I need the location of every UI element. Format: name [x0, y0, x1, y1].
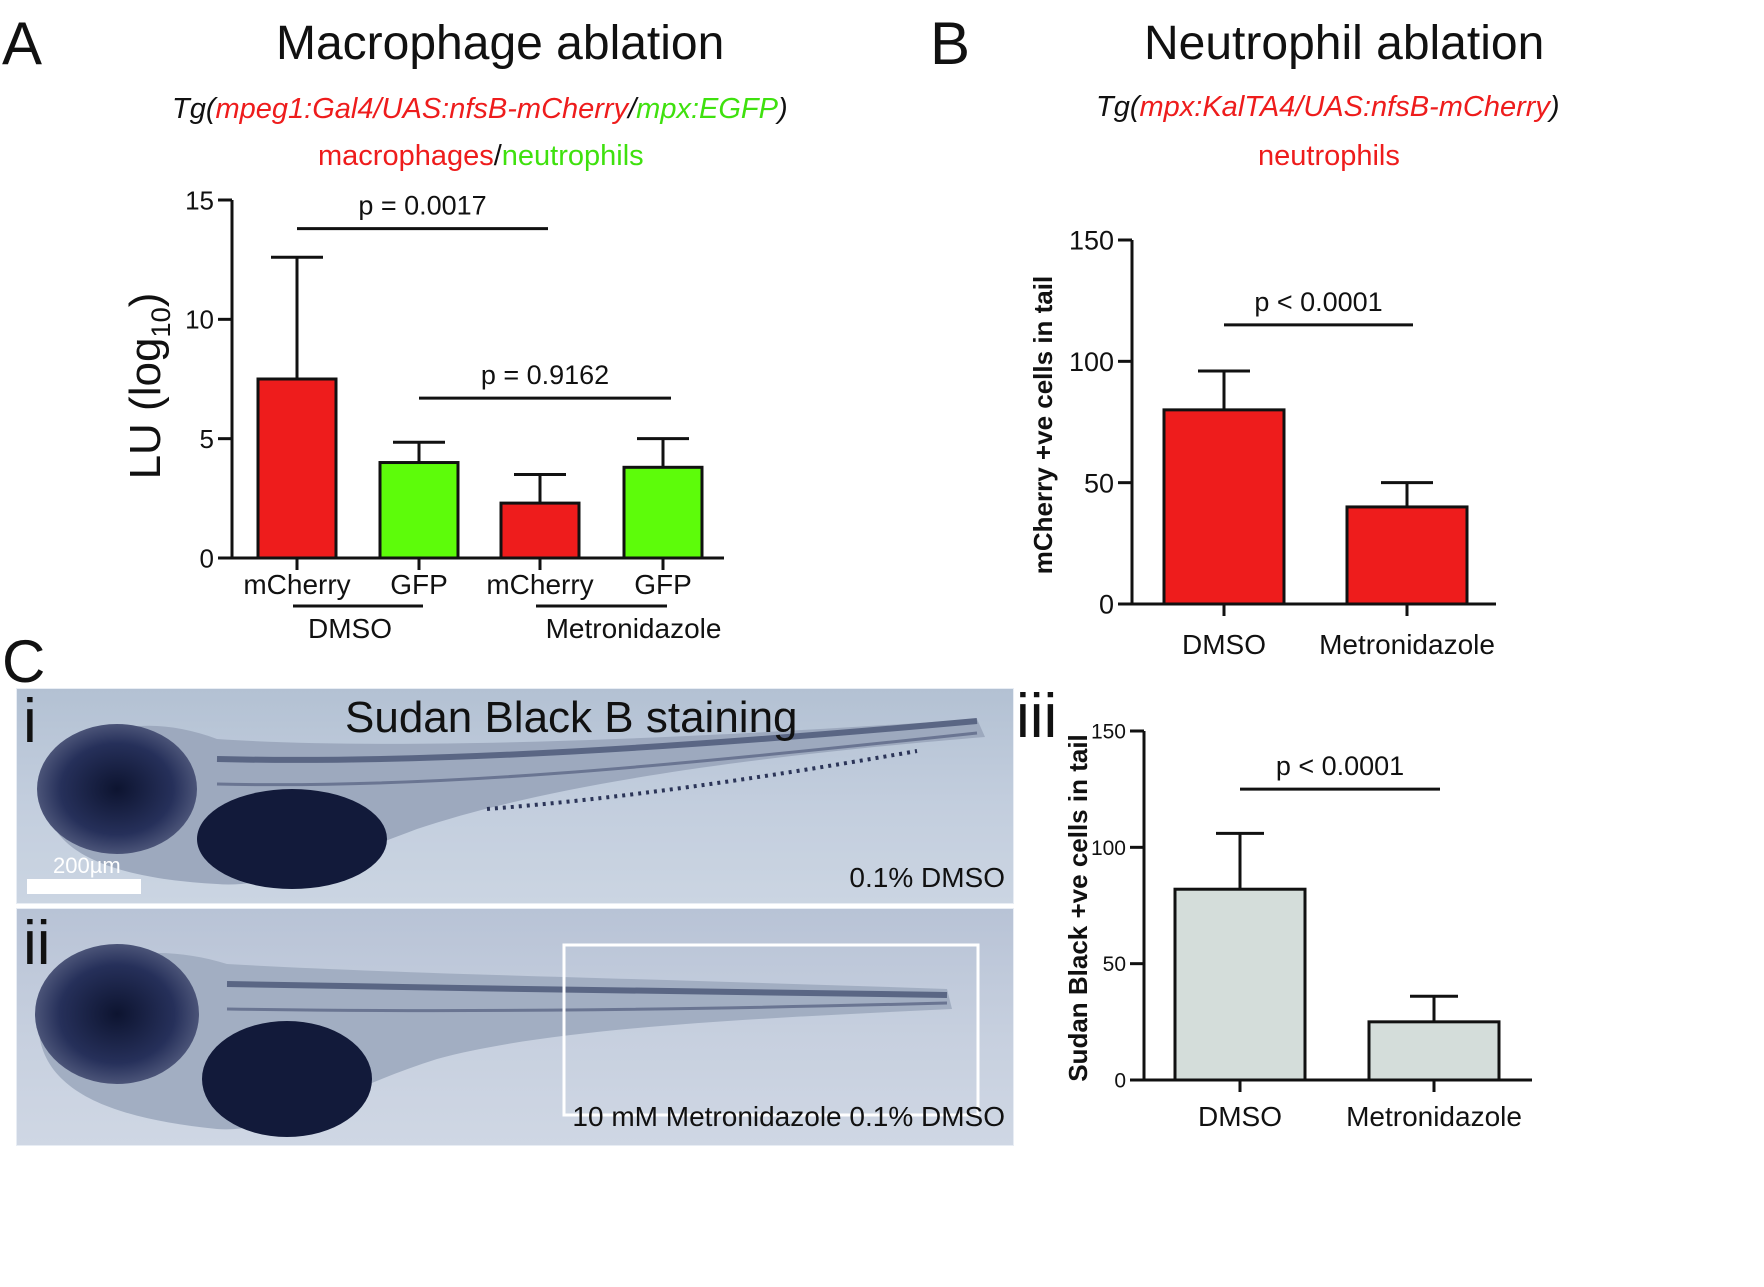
y-tick-label: 50	[1084, 468, 1114, 498]
panel-b-cell-type: neutrophils	[1258, 140, 1400, 172]
x-tick-label: mCherry	[486, 569, 593, 600]
transgene-prefix: Tg(	[1096, 91, 1140, 123]
subpanel-ii-numeral: ii	[23, 909, 51, 978]
subpanel-iii-numeral: iii	[1016, 682, 1058, 751]
y-axis-label: LU (log10)	[121, 293, 176, 480]
y-tick-label: 15	[185, 185, 214, 215]
bar	[1367, 1020, 1501, 1082]
region-of-interest-box	[562, 943, 980, 1117]
y-tick-label: 0	[1099, 590, 1114, 620]
y-tick-label: 10	[185, 305, 214, 335]
panel-b-transgene: Tg(mpx:KalTA4/UAS:nfsB-mCherry)	[1096, 91, 1560, 124]
panel-c-letter: C	[2, 628, 46, 695]
x-tick-label: DMSO	[1182, 629, 1266, 660]
y-tick-label: 100	[1069, 347, 1114, 377]
panel-a-transgene: Tg(mpeg1:Gal4/UAS:nfsB-mCherry/mpx:EGFP)	[172, 93, 788, 126]
group-label: DMSO	[308, 613, 392, 644]
panel-b-letter: B	[930, 10, 971, 77]
transgene-suffix: )	[777, 93, 788, 125]
subpanel-i-numeral: i	[23, 688, 37, 756]
y-tick-label: 100	[1091, 837, 1126, 860]
micrograph-title: Sudan Black B staining	[345, 693, 798, 742]
transgene-neutrophil-construct: mpx:EGFP	[636, 93, 778, 125]
transgene-neutrophil-construct: mpx:KalTA4/UAS:nfsB-mCherry	[1139, 91, 1550, 123]
p-value-label: p = 0.9162	[481, 360, 609, 390]
bar	[622, 465, 704, 560]
p-value-label: p < 0.0001	[1254, 287, 1382, 317]
bar	[378, 461, 460, 560]
y-tick-label: 150	[1091, 721, 1126, 744]
panel-a-letter: A	[2, 10, 43, 77]
y-tick-label: 50	[1103, 953, 1126, 976]
scale-bar	[27, 879, 141, 894]
x-tick-label: GFP	[634, 569, 692, 600]
bar	[256, 377, 338, 560]
bar	[1173, 887, 1307, 1082]
x-tick-label: mCherry	[243, 569, 350, 600]
bar	[499, 501, 581, 560]
group-label: Metronidazole	[546, 613, 722, 644]
x-tick-label: GFP	[390, 569, 448, 600]
micrograph-metronidazole: ii 10 mM Metronidazole 0.1% DMSO	[16, 908, 1014, 1146]
p-value-label: p = 0.0017	[358, 191, 486, 221]
larva-dmso-image	[37, 718, 985, 889]
transgene-slash: /	[628, 93, 637, 125]
cell-type-macrophages: macrophages	[318, 140, 494, 172]
p-value-label: p < 0.0001	[1276, 751, 1404, 781]
cell-type-slash: /	[493, 140, 502, 172]
x-tick-label: DMSO	[1198, 1101, 1282, 1132]
x-tick-label: Metronidazole	[1319, 629, 1495, 660]
transgene-suffix: )	[1549, 91, 1560, 123]
bar	[1345, 505, 1469, 606]
micrograph-metronidazole-label: 10 mM Metronidazole 0.1% DMSO	[572, 1101, 1005, 1132]
y-tick-label: 150	[1069, 226, 1114, 256]
y-axis-label: Sudan Black +ve cells in tail	[1063, 734, 1093, 1082]
x-tick-label: Metronidazole	[1346, 1101, 1522, 1132]
panel-b-title: Neutrophil ablation	[1144, 17, 1545, 70]
bar	[1162, 408, 1286, 606]
micrograph-dmso: i Sudan Black B staining 200µm 0.1% DMSO	[16, 688, 1014, 904]
scale-bar-label: 200µm	[53, 853, 121, 878]
y-tick-label: 0	[200, 543, 214, 573]
panel-a-title: Macrophage ablation	[276, 17, 725, 70]
cell-type-neutrophils: neutrophils	[501, 140, 644, 172]
y-tick-label: 5	[200, 424, 214, 454]
y-tick-label: 0	[1114, 1070, 1126, 1093]
panel-a-cell-types: macrophages/neutrophils	[318, 140, 644, 173]
micrograph-dmso-label: 0.1% DMSO	[849, 862, 1005, 893]
y-axis-label: mCherry +ve cells in tail	[1028, 276, 1058, 574]
larva-metronidazole-image	[35, 943, 980, 1137]
transgene-prefix: Tg(	[172, 93, 216, 125]
transgene-macrophage-construct: mpeg1:Gal4/UAS:nfsB-mCherry	[215, 93, 629, 125]
